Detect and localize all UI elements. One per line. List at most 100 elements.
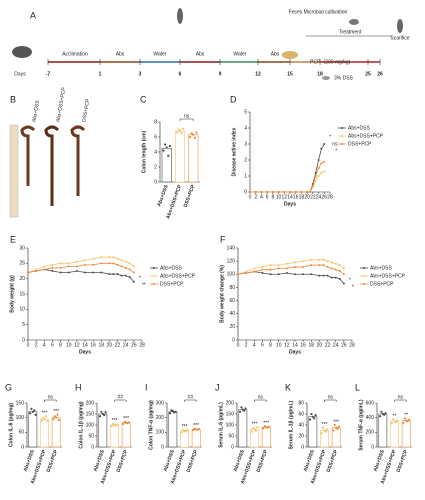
significance-star: *** bbox=[263, 420, 269, 426]
data-point bbox=[378, 415, 382, 418]
marker bbox=[261, 266, 264, 269]
y-tick-label: 60 bbox=[229, 298, 235, 304]
marker bbox=[318, 258, 321, 261]
y-tick-label: 0 bbox=[91, 444, 94, 450]
marker bbox=[124, 260, 127, 263]
significance-star: *** bbox=[53, 409, 59, 415]
y-tick-label: 4 bbox=[244, 125, 247, 131]
legend-label: Abs+DSS bbox=[160, 265, 182, 271]
annotation: * bbox=[335, 148, 337, 154]
day-label: 26 bbox=[377, 71, 383, 77]
marker bbox=[323, 170, 326, 173]
data-point bbox=[326, 428, 329, 431]
marker bbox=[320, 147, 323, 150]
annotation: ns bbox=[328, 394, 334, 400]
y-tick-label: 100 bbox=[16, 415, 25, 421]
treatment-label: Treatment bbox=[339, 29, 362, 35]
data-point bbox=[310, 412, 313, 416]
y-tick-label: 200 bbox=[156, 415, 165, 421]
legend-label: DSS+PCP bbox=[160, 281, 184, 287]
bottle-icon bbox=[177, 8, 183, 24]
marker bbox=[100, 262, 103, 265]
x-tick-label: 0 bbox=[249, 194, 252, 200]
data-point bbox=[392, 418, 395, 421]
data-point bbox=[244, 407, 247, 410]
bracket bbox=[324, 399, 337, 402]
annotation: ns bbox=[332, 141, 338, 147]
data-point bbox=[180, 132, 183, 135]
data-point bbox=[40, 419, 43, 422]
y-tick-label: 10 bbox=[19, 307, 25, 313]
marker bbox=[128, 268, 131, 271]
marker bbox=[310, 264, 313, 267]
data-point bbox=[162, 149, 165, 152]
marker bbox=[124, 274, 127, 277]
marker bbox=[84, 271, 86, 274]
marker bbox=[302, 266, 305, 269]
marker bbox=[309, 191, 311, 193]
marker bbox=[67, 262, 70, 265]
y-tick-label: 0 bbox=[231, 444, 234, 450]
legend-label: Abs+DSS bbox=[370, 265, 392, 271]
data-point bbox=[177, 128, 180, 131]
data-point bbox=[56, 413, 59, 416]
data-point bbox=[407, 418, 411, 421]
data-point bbox=[122, 422, 125, 425]
x-tick-label: 18 bbox=[99, 342, 105, 348]
end-icon bbox=[397, 19, 403, 33]
marker bbox=[269, 264, 272, 267]
bar bbox=[390, 421, 399, 448]
marker bbox=[92, 257, 95, 260]
data-point bbox=[311, 415, 314, 418]
y-tick-label: 50 bbox=[18, 430, 24, 436]
bar bbox=[161, 147, 172, 183]
marker bbox=[294, 266, 296, 269]
significance-star: ** bbox=[393, 413, 397, 419]
data-point bbox=[262, 427, 265, 430]
y-tick-label: 0 bbox=[21, 444, 24, 450]
y-tick-label: 40 bbox=[229, 311, 235, 317]
x-tick-label: 26 bbox=[131, 342, 137, 348]
x-tick-label: 12 bbox=[74, 342, 80, 348]
marker bbox=[334, 276, 337, 279]
x-tick-label: 28 bbox=[139, 342, 145, 348]
panel-letter: I bbox=[145, 382, 148, 392]
data-point bbox=[116, 423, 119, 426]
legend-label: DSS+PCP bbox=[348, 141, 372, 147]
marker bbox=[338, 277, 341, 280]
x-tick-label: 2 bbox=[245, 342, 248, 348]
phase-label: Acclimation bbox=[62, 51, 88, 57]
marker bbox=[112, 262, 115, 265]
data-point bbox=[336, 427, 339, 430]
x-tick-label: 24 bbox=[316, 194, 322, 200]
y-axis-label: Colon TNF-α (pg/mg) bbox=[148, 400, 154, 450]
data-point bbox=[337, 425, 341, 428]
marker bbox=[300, 191, 303, 193]
panel-letter: J bbox=[215, 382, 220, 392]
marker bbox=[314, 171, 317, 174]
data-point bbox=[332, 429, 335, 432]
x-tick-label: 20 bbox=[317, 342, 323, 348]
y-tick-label: 25 bbox=[19, 261, 25, 267]
marker bbox=[120, 274, 123, 277]
marker bbox=[112, 273, 115, 276]
y-tick-label: 5 bbox=[244, 109, 247, 115]
data-point bbox=[243, 409, 246, 412]
data-point bbox=[175, 131, 178, 134]
bracket bbox=[394, 399, 407, 402]
marker bbox=[108, 262, 111, 265]
marker bbox=[277, 273, 280, 276]
phase-label: Water bbox=[233, 51, 246, 57]
marker bbox=[120, 265, 123, 268]
significance-star: *** bbox=[333, 419, 339, 425]
marker bbox=[75, 270, 78, 272]
day-label: 15 bbox=[287, 71, 293, 77]
marker bbox=[322, 264, 325, 267]
y-tick-label: 80 bbox=[298, 400, 304, 406]
data-point bbox=[174, 410, 177, 413]
marker bbox=[289, 191, 291, 193]
marker bbox=[269, 273, 272, 276]
x-axis-label: Days bbox=[284, 201, 296, 207]
y-axis-label: Body weight change (%) bbox=[219, 265, 225, 323]
x-tick-label: 6 bbox=[261, 342, 264, 348]
